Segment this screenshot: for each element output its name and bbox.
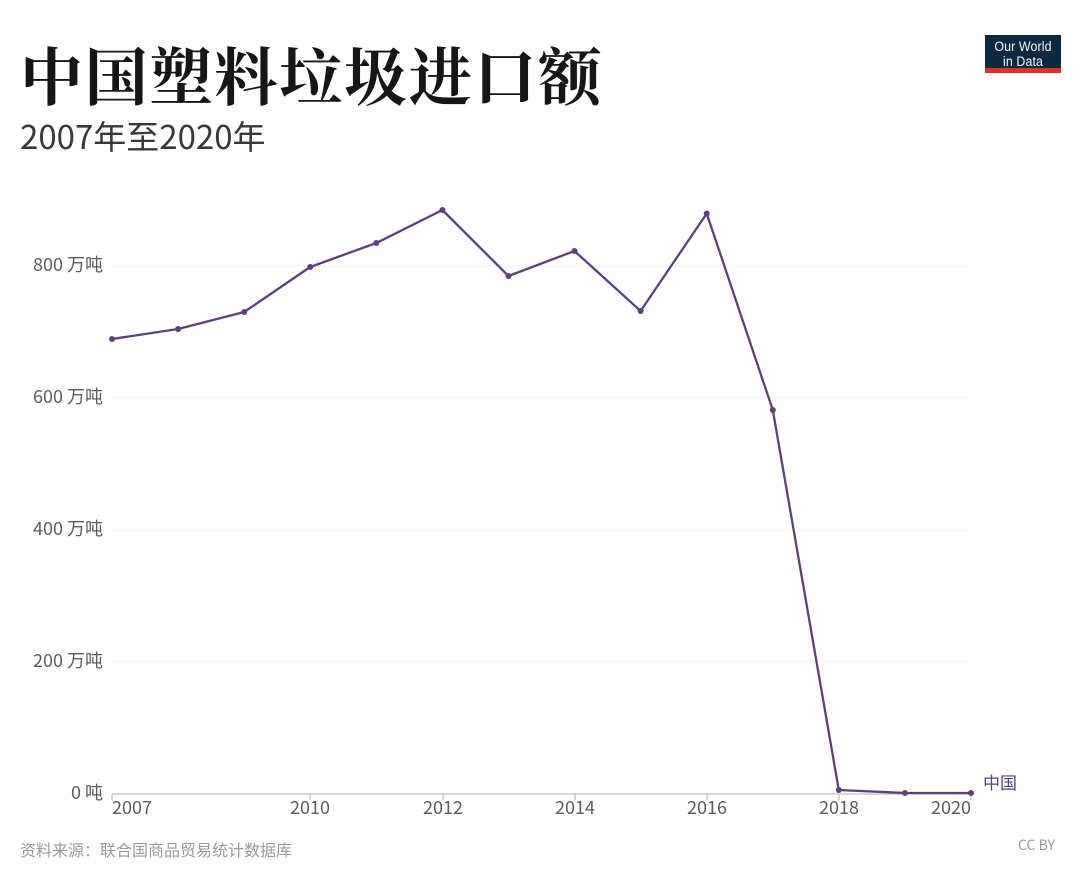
svg-text:400 万吨: 400 万吨	[33, 515, 103, 541]
svg-text:0 吨: 0 吨	[71, 779, 103, 805]
svg-text:2007: 2007	[112, 794, 152, 820]
svg-text:2012: 2012	[423, 794, 463, 820]
svg-text:2020: 2020	[931, 794, 971, 820]
svg-text:2010: 2010	[290, 794, 330, 820]
svg-text:600 万吨: 600 万吨	[33, 383, 103, 409]
svg-text:2018: 2018	[819, 794, 859, 820]
svg-text:中国: 中国	[983, 769, 1017, 794]
svg-text:2016: 2016	[687, 794, 727, 820]
svg-text:2014: 2014	[555, 794, 595, 820]
svg-text:200 万吨: 200 万吨	[33, 647, 103, 673]
svg-text:800 万吨: 800 万吨	[33, 251, 103, 277]
